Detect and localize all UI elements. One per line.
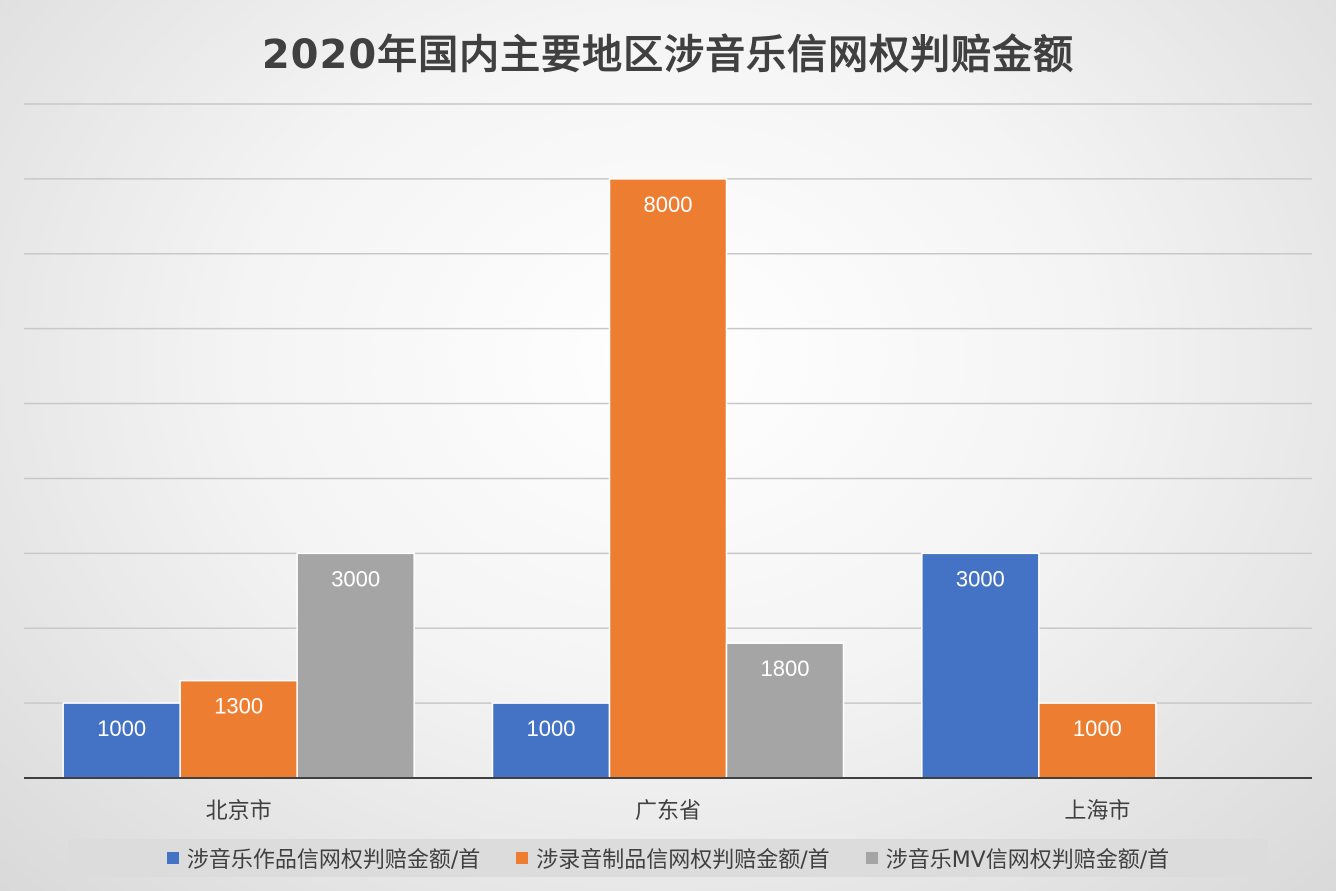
data-label: 1000 <box>527 716 576 741</box>
data-label: 1300 <box>214 694 263 719</box>
data-label: 8000 <box>644 192 693 217</box>
bar <box>608 178 728 779</box>
legend: 涉音乐作品信网权判赔金额/首 涉录音制品信网权判赔金额/首 涉音乐MV信网权判赔金额… <box>68 839 1268 877</box>
legend-item: 涉音乐MV信网权判赔金额/首 <box>865 842 1170 874</box>
category-label: 北京市 <box>206 799 272 824</box>
bar <box>62 702 181 779</box>
bar <box>1038 702 1157 779</box>
data-label: 3000 <box>331 566 380 591</box>
legend-label: 涉录音制品信网权判赔金额/首 <box>536 848 830 873</box>
bar <box>296 552 415 779</box>
legend-swatch <box>865 852 878 864</box>
legend-item: 涉录音制品信网权判赔金额/首 <box>516 842 830 874</box>
data-label: 3000 <box>956 566 1005 591</box>
data-label: 1000 <box>97 716 146 741</box>
data-label: 1800 <box>761 656 810 681</box>
legend-swatch <box>166 852 179 864</box>
bar <box>491 702 611 779</box>
legend-label: 涉音乐MV信网权判赔金额/首 <box>885 848 1170 873</box>
legend-swatch <box>516 852 529 864</box>
data-label: 1000 <box>1073 716 1122 741</box>
bar <box>179 679 298 779</box>
legend-item: 涉音乐作品信网权判赔金额/首 <box>166 842 481 874</box>
legend-label: 涉音乐作品信网权判赔金额/首 <box>186 848 481 873</box>
chart-title: 2020年国内主要地区涉音乐信网权判赔金额 <box>261 32 1075 78</box>
category-label: 上海市 <box>1064 799 1130 824</box>
category-label: 广东省 <box>635 799 701 824</box>
